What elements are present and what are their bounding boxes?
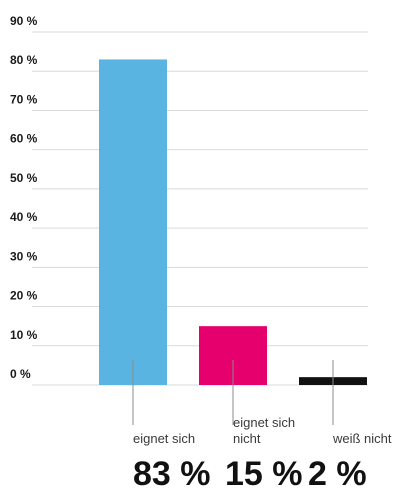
y-tick-label: 40 %: [10, 210, 38, 224]
y-tick-label: 60 %: [10, 132, 38, 146]
y-axis-ticks: 0 % 10 % 20 % 30 % 40 % 50 % 60 % 70 % 80 % 90 %: [10, 14, 38, 381]
y-tick-label: 0 %: [10, 367, 31, 381]
y-tick-label: 20 %: [10, 289, 38, 303]
category-leader-lines: [132, 360, 334, 425]
category-labels: eignet sich eignet sich nicht weiß nicht: [133, 415, 392, 446]
y-tick-label: 10 %: [10, 328, 38, 342]
gridlines: [32, 31, 368, 386]
value-label: 15 %: [225, 455, 303, 491]
y-tick-label: 30 %: [10, 249, 38, 263]
y-tick-label: 50 %: [10, 171, 38, 185]
bars: [99, 59, 367, 385]
bar: [99, 59, 167, 385]
value-label: 2 %: [308, 455, 367, 491]
y-tick-label: 90 %: [10, 14, 38, 28]
value-labels: 83 % 15 % 2 %: [133, 455, 367, 491]
y-tick-label: 70 %: [10, 92, 38, 106]
y-tick-label: 80 %: [10, 53, 38, 67]
category-label: eignet sich nicht: [233, 415, 295, 446]
value-label: 83 %: [133, 455, 211, 491]
category-label: weiß nicht: [332, 431, 392, 446]
category-label: eignet sich: [133, 431, 195, 446]
